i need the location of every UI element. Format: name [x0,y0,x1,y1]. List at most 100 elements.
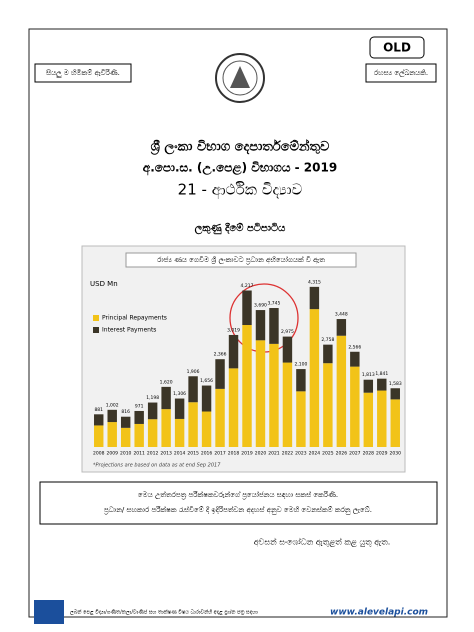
bar-segment [282,336,293,363]
bar-segment [147,419,158,447]
bar-segment [188,402,198,447]
bar-segment [242,325,252,447]
total-label: 4,315 [308,279,321,285]
x-tick-label: 2011 [133,451,145,457]
bar-segment [255,340,266,447]
bar-segment [215,359,225,389]
bar-segment [94,425,104,447]
total-label: 881 [94,407,103,413]
page-frame [28,28,448,618]
x-tick-label: 2026 [336,451,348,457]
bar-segment [161,409,171,447]
total-label: 2,566 [348,344,361,350]
x-tick-label: 2015 [187,451,199,457]
legend-swatch [93,315,99,321]
total-label: 3,019 [227,327,240,333]
footer-site[interactable]: www.alevelapi.com [330,608,428,618]
bar-segment [323,363,333,447]
bar-segment [201,411,212,447]
bar-segment [242,290,252,326]
bar-segment [390,399,400,447]
total-label: 816 [121,409,130,415]
x-tick-label: 2023 [295,451,307,457]
x-tick-label: 2029 [376,451,388,457]
bar-segment [309,309,320,447]
scheme: ලකුණු දීමේ පටිපාටිය [195,221,287,235]
legend-swatch [93,327,99,333]
bar-segment [174,398,185,419]
badge-box [369,36,425,59]
bar-segment [282,362,293,447]
right-note-box [365,63,437,83]
total-label: 2,758 [321,337,334,343]
notice-line: ප්‍රධාන/ සහකාර පරීක්ෂක රැස්වීමේ දී ඉදිරි… [104,505,372,515]
bar-segment [350,351,360,367]
x-tick-label: 2030 [390,451,402,457]
bar-segment [201,385,212,412]
total-label: 1,198 [146,395,159,401]
x-tick-label: 2028 [363,451,375,457]
total-label: 1,583 [389,381,402,387]
x-tick-label: 2013 [160,451,172,457]
total-label: 1,841 [375,371,388,377]
total-label: 1,813 [362,372,375,378]
department: ශ්‍රී ලංකා විභාග දෙපාර්තමේන්තුව [150,137,330,155]
total-label: 1,906 [187,369,200,375]
total-label: 4,217 [241,283,254,289]
bar-segment [134,410,144,424]
right-note: රහස්‍ය ලේඛනයකි. [374,69,428,77]
x-tick-label: 2012 [147,451,159,457]
total-label: 1,656 [200,378,213,384]
notice-line: මෙය උත්තරපත්‍ර පරීක්ෂකවරුන්ගේ ප්‍රයෝජනය … [138,490,338,500]
exam: අ.පො.ස. (උ.පෙළ) විභාගය - 2019 [143,161,337,177]
x-tick-label: 2024 [309,451,321,457]
x-tick-label: 2019 [241,451,253,457]
total-label: 3,690 [254,303,267,309]
footer-logo [34,600,64,624]
bar-segment [336,335,347,447]
chart-caption: රාජ්‍ය ණය ගෙවීම ශ්‍රී ලංකාවට ප්‍රධාන අභි… [157,256,325,265]
bar-segment [174,418,185,447]
bar-segment [350,366,360,447]
x-tick-label: 2021 [268,451,280,457]
bar-segment [161,386,171,410]
bar-segment [120,427,131,447]
notice-box [39,481,438,525]
total-label: 1,306 [173,391,186,397]
bar-segment [120,416,131,428]
bar-segment [147,402,158,420]
bar-segment [228,368,239,447]
bar-segment [390,388,400,400]
bar-segment [107,409,117,423]
caption-box [125,252,357,268]
total-label: 2,100 [294,362,307,368]
bar-segment [255,310,266,341]
x-tick-label: 2020 [255,451,267,457]
legend-label: Interest Payments [102,327,156,334]
x-tick-label: 2009 [106,451,118,457]
bar-segment [215,388,225,447]
x-tick-label: 2016 [201,451,213,457]
total-label: 3,745 [268,301,281,307]
x-tick-label: 2008 [93,451,105,457]
footnote: *Projections are based on data as at end… [93,463,221,469]
x-tick-label: 2010 [120,451,132,457]
x-tick-label: 2022 [282,451,294,457]
bar-segment [296,391,306,447]
subject: 21 - ආර්ථික විද්‍යාව [178,181,303,200]
x-tick-label: 2027 [349,451,361,457]
bar-segment [363,379,374,393]
total-label: 2,975 [281,329,294,335]
bar-segment [228,334,239,369]
bar-segment [269,308,279,344]
bar-segment [269,343,279,447]
revision-note: අවසන් සංශෝධන ඇතුළත් කළ යුතු ඇත. [254,536,391,547]
total-label: 3,448 [335,312,348,318]
bar-segment [94,414,104,426]
x-tick-label: 2018 [228,451,240,457]
bar-segment [296,369,306,392]
left-note-box [34,63,132,83]
bar-segment [134,423,144,447]
bar-segment [336,319,347,336]
